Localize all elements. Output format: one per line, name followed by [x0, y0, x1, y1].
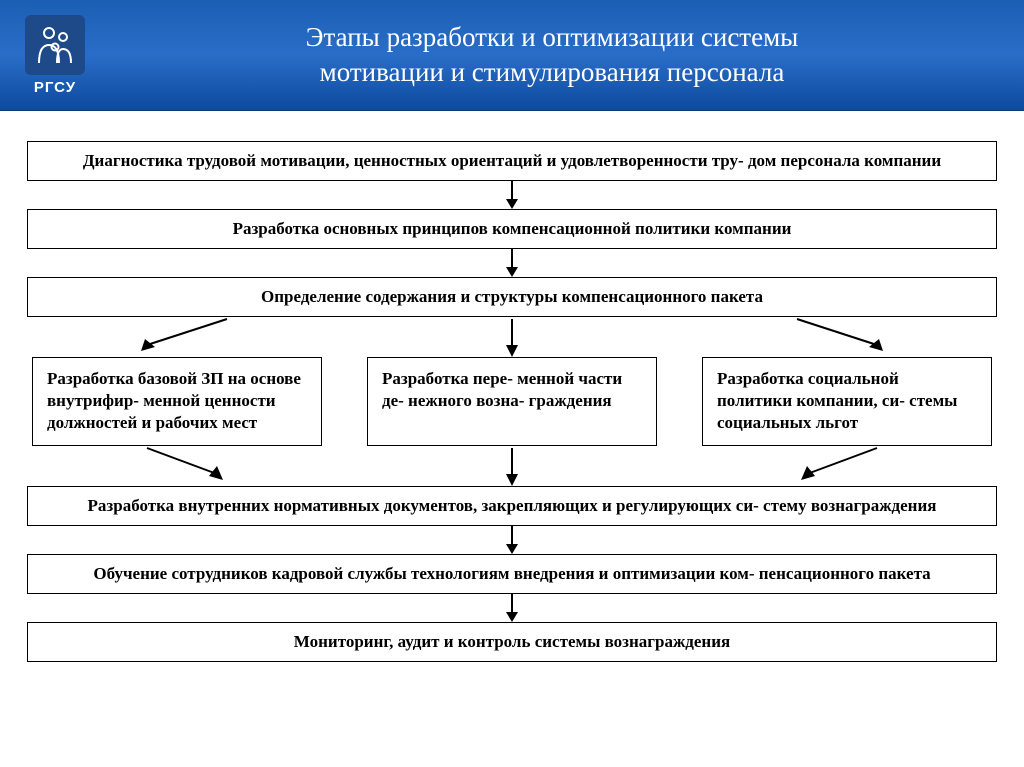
step-documents: Разработка внутренних нормативных докуме…: [27, 486, 997, 526]
merge-arrows: [32, 446, 992, 486]
title-line1: Этапы разработки и оптимизации системы: [306, 22, 799, 52]
step-social-policy: Разработка социальной политики компании,…: [702, 357, 992, 445]
step-base-salary: Разработка базовой ЗП на основе внутрифи…: [32, 357, 322, 445]
step-variable-pay: Разработка пере- менной части де- нежног…: [367, 357, 657, 445]
arrow-down-icon: [367, 446, 657, 486]
logo: РГСУ: [10, 5, 100, 105]
arrow-down-icon: [20, 249, 1004, 277]
parallel-row: Разработка базовой ЗП на основе внутрифи…: [32, 357, 992, 445]
arrow-down-right-icon: [702, 317, 992, 357]
people-icon: [25, 15, 85, 75]
header: РГСУ Этапы разработки и оптимизации сист…: [0, 0, 1024, 111]
split-arrows: [32, 317, 992, 357]
title-line2: мотивации и стимулирования персонала: [320, 57, 785, 87]
logo-text: РГСУ: [34, 79, 76, 96]
step-principles: Разработка основных принципов компенсаци…: [27, 209, 997, 249]
flowchart: Диагностика трудовой мотивации, ценностн…: [0, 111, 1024, 682]
step-diagnostics: Диагностика трудовой мотивации, ценностн…: [27, 141, 997, 181]
arrow-down-icon: [367, 317, 657, 357]
step-package: Определение содержания и структуры компе…: [27, 277, 997, 317]
arrow-down-icon: [20, 594, 1004, 622]
arrow-down-right-icon: [32, 446, 322, 486]
arrow-down-icon: [20, 181, 1004, 209]
step-monitoring: Мониторинг, аудит и контроль системы воз…: [27, 622, 997, 662]
arrow-down-icon: [20, 526, 1004, 554]
step-training: Обучение сотрудников кадровой службы тех…: [27, 554, 997, 594]
arrow-down-left-icon: [32, 317, 322, 357]
arrow-down-left-icon: [702, 446, 992, 486]
page-title: Этапы разработки и оптимизации системы м…: [100, 20, 1024, 90]
